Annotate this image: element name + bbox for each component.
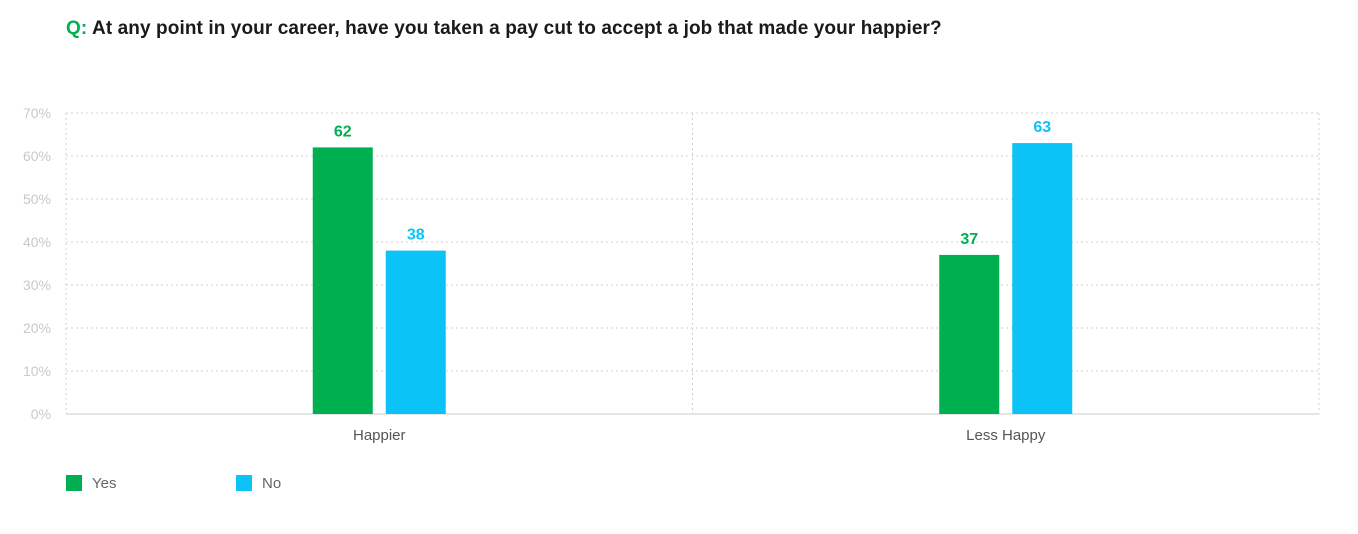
y-tick-label-3: 30% (23, 277, 51, 293)
x-tick-label-less-happy: Less Happy (966, 427, 1046, 444)
y-tick-label-0: 0% (31, 406, 51, 422)
legend-swatch-no (236, 475, 252, 491)
legend-label-yes: Yes (92, 474, 117, 492)
legend-item-no[interactable]: No (236, 475, 281, 492)
y-tick-label-5: 50% (23, 191, 51, 207)
bar-less-happy-yes (939, 254, 1000, 414)
data-label-happier-no: 38 (407, 227, 425, 244)
x-tick-label-happier: Happier (353, 427, 406, 444)
y-tick-label-4: 40% (23, 234, 51, 250)
legend-label-no: No (262, 474, 282, 492)
data-label-less-happy-no: 63 (1033, 119, 1051, 136)
y-tick-label-6: 60% (23, 148, 51, 164)
bar-happier-yes (312, 147, 373, 414)
bar-less-happy-no (1012, 143, 1073, 414)
y-tick-label-2: 20% (23, 320, 51, 336)
y-tick-label-1: 10% (23, 363, 51, 379)
question-prefix: Q: (66, 18, 88, 39)
y-tick-label-7: 70% (23, 105, 51, 121)
data-label-happier-yes: 62 (334, 123, 352, 140)
bar-happier-no (385, 250, 446, 414)
chart-title: Q: At any point in your career, have you… (66, 18, 942, 40)
bar-chart: 0% 10% 20% 30% 40% 50% 60% 70% 62 38 Happier 37 63 Le… (23, 105, 1320, 444)
legend-item-yes[interactable]: Yes (66, 475, 116, 492)
question-text: At any point in your career, have you ta… (92, 18, 942, 39)
data-label-less-happy-yes: 37 (960, 231, 978, 248)
legend-swatch-yes (66, 475, 82, 491)
